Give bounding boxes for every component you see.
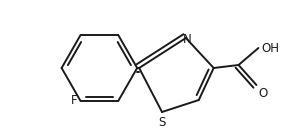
Text: S: S xyxy=(158,116,166,129)
Text: O: O xyxy=(258,87,268,100)
Text: N: N xyxy=(183,33,191,45)
Text: F: F xyxy=(71,94,78,107)
Text: OH: OH xyxy=(261,42,279,54)
